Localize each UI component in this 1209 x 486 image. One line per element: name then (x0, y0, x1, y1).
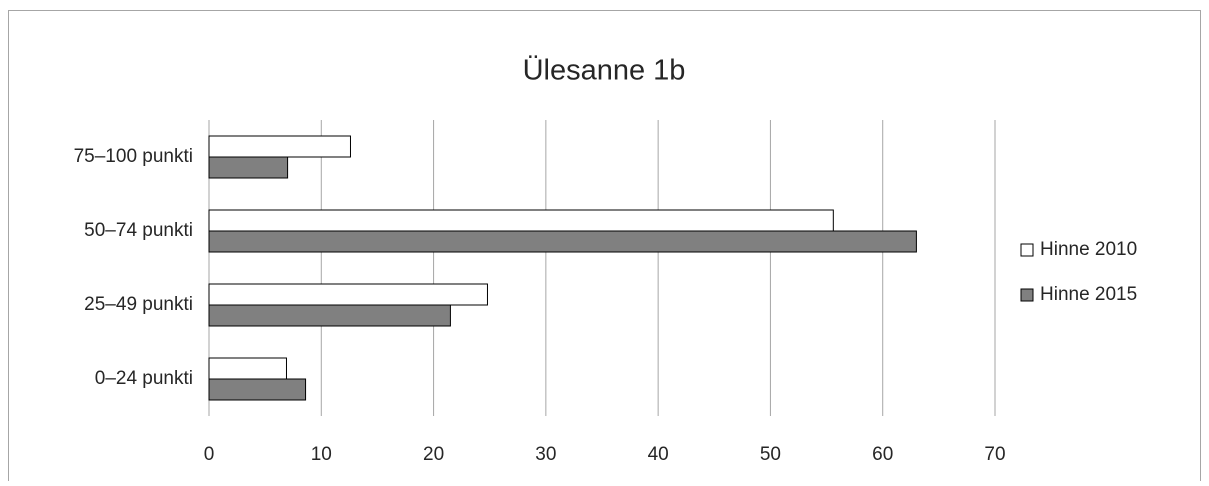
x-tick-label: 70 (984, 444, 1005, 465)
legend-swatch (1020, 288, 1034, 302)
chart-border (8, 10, 1201, 481)
bar (208, 156, 289, 179)
legend-label: Hinne 2010 (1040, 239, 1137, 260)
x-tick-label: 20 (423, 444, 444, 465)
bar (208, 304, 451, 327)
x-tick-label: 10 (311, 444, 332, 465)
x-tick-label: 60 (872, 444, 893, 465)
bar (208, 357, 287, 380)
chart-title: Ülesanne 1b (523, 55, 686, 87)
y-tick-label: 25–49 punkti (84, 294, 193, 315)
y-tick-label: 0–24 punkti (95, 368, 193, 389)
x-tick-label: 40 (648, 444, 669, 465)
bar (208, 209, 834, 232)
y-tick-label: 75–100 punkti (74, 146, 193, 167)
x-tick-label: 50 (760, 444, 781, 465)
legend-label: Hinne 2015 (1040, 284, 1137, 305)
bar (208, 378, 307, 401)
x-tick-label: 30 (535, 444, 556, 465)
legend-swatch (1020, 243, 1034, 257)
y-tick-label: 50–74 punkti (84, 220, 193, 241)
bar (208, 135, 351, 158)
bar (208, 230, 917, 253)
bar (208, 283, 488, 306)
x-tick-label: 0 (204, 444, 215, 465)
